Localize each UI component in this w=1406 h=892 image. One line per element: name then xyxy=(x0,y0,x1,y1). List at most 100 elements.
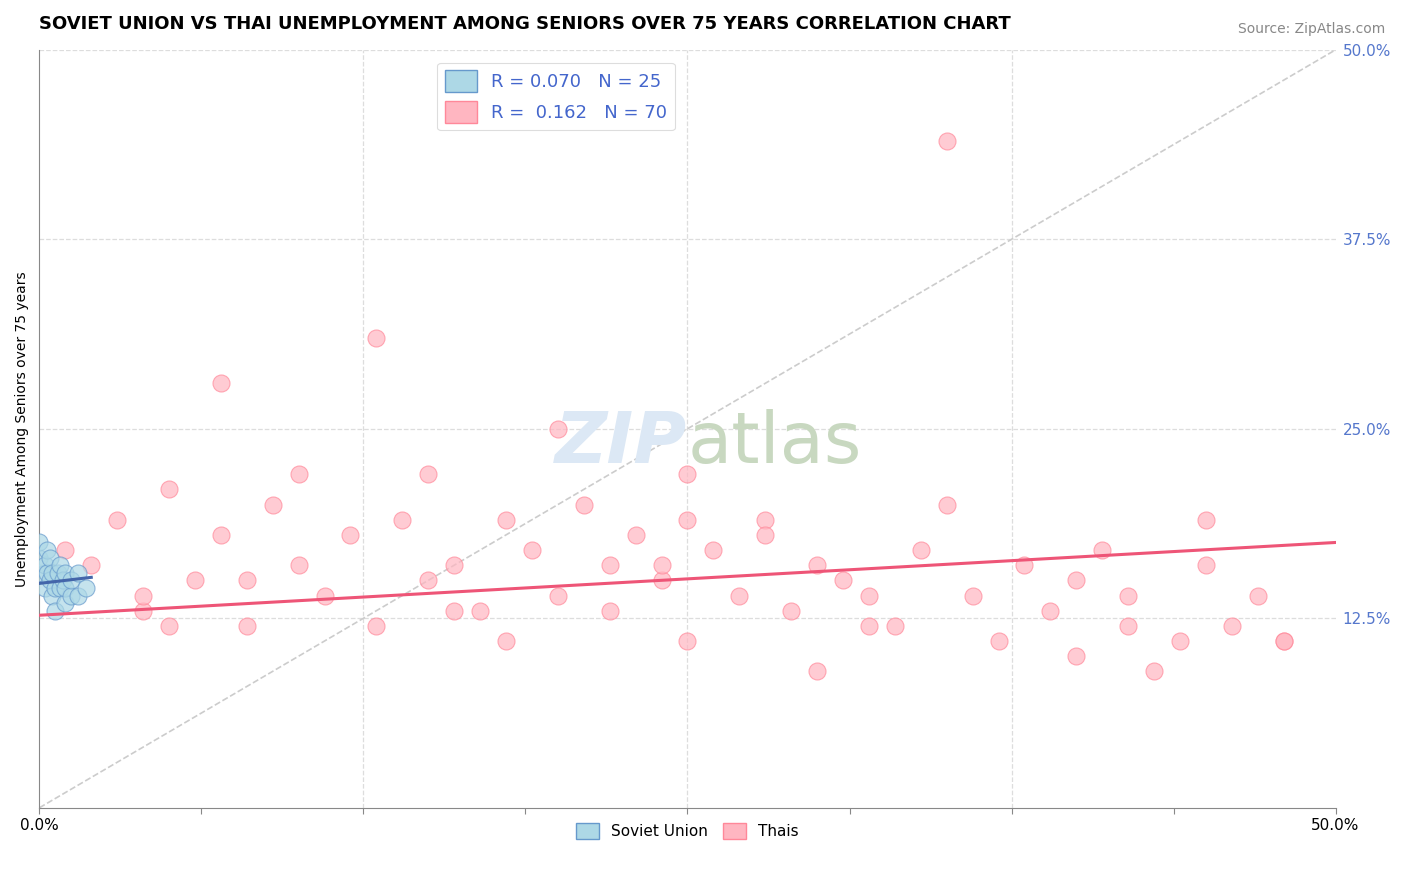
Point xyxy=(520,543,543,558)
Point xyxy=(443,604,465,618)
Point xyxy=(1066,649,1088,664)
Point xyxy=(599,604,621,618)
Point xyxy=(366,331,388,345)
Point xyxy=(1116,619,1139,633)
Point xyxy=(1014,558,1036,573)
Point xyxy=(67,566,90,580)
Point xyxy=(832,574,855,588)
Point xyxy=(754,513,776,527)
Point xyxy=(702,543,724,558)
Point xyxy=(858,589,880,603)
Point xyxy=(418,574,440,588)
Point xyxy=(651,558,673,573)
Point xyxy=(858,619,880,633)
Point xyxy=(599,558,621,573)
Point xyxy=(75,581,97,595)
Point xyxy=(883,619,905,633)
Point xyxy=(44,604,66,618)
Point xyxy=(418,467,440,482)
Point xyxy=(49,581,72,595)
Point xyxy=(46,566,69,580)
Point xyxy=(157,619,180,633)
Point xyxy=(754,528,776,542)
Point xyxy=(1168,634,1191,648)
Legend: Soviet Union, Thais: Soviet Union, Thais xyxy=(569,817,806,846)
Point xyxy=(34,581,56,595)
Point xyxy=(132,604,155,618)
Point xyxy=(236,574,259,588)
Point xyxy=(132,589,155,603)
Point xyxy=(1272,634,1295,648)
Point xyxy=(443,558,465,573)
Point xyxy=(287,467,309,482)
Point xyxy=(41,589,63,603)
Point xyxy=(987,634,1010,648)
Point xyxy=(962,589,984,603)
Text: ZIP: ZIP xyxy=(555,409,688,478)
Point xyxy=(59,589,82,603)
Point xyxy=(1195,558,1218,573)
Point xyxy=(80,558,103,573)
Point xyxy=(1247,589,1270,603)
Point xyxy=(209,528,232,542)
Point xyxy=(806,665,828,679)
Point xyxy=(262,498,284,512)
Point xyxy=(651,574,673,588)
Point xyxy=(1220,619,1243,633)
Point xyxy=(314,589,336,603)
Point xyxy=(28,550,51,565)
Point xyxy=(53,596,76,610)
Point xyxy=(38,550,60,565)
Point xyxy=(37,543,59,558)
Y-axis label: Unemployment Among Seniors over 75 years: Unemployment Among Seniors over 75 years xyxy=(15,271,30,587)
Point xyxy=(28,535,51,549)
Point xyxy=(806,558,828,573)
Point xyxy=(339,528,361,542)
Point xyxy=(366,619,388,633)
Point xyxy=(1066,574,1088,588)
Point xyxy=(495,634,517,648)
Point xyxy=(1195,513,1218,527)
Point xyxy=(624,528,647,542)
Point xyxy=(209,376,232,391)
Point xyxy=(34,558,56,573)
Point xyxy=(52,574,75,588)
Point xyxy=(468,604,491,618)
Point xyxy=(780,604,803,618)
Point xyxy=(105,513,128,527)
Point xyxy=(287,558,309,573)
Point xyxy=(184,574,207,588)
Point xyxy=(1039,604,1062,618)
Point xyxy=(28,566,51,580)
Point xyxy=(728,589,751,603)
Point xyxy=(41,566,63,580)
Point xyxy=(236,619,259,633)
Point xyxy=(547,589,569,603)
Point xyxy=(391,513,413,527)
Point xyxy=(935,134,957,148)
Point xyxy=(1272,634,1295,648)
Point xyxy=(547,422,569,436)
Point xyxy=(935,498,957,512)
Point xyxy=(37,566,59,580)
Text: atlas: atlas xyxy=(688,409,862,478)
Point xyxy=(53,581,76,595)
Point xyxy=(53,566,76,580)
Text: Source: ZipAtlas.com: Source: ZipAtlas.com xyxy=(1237,22,1385,37)
Point xyxy=(157,483,180,497)
Point xyxy=(1116,589,1139,603)
Point xyxy=(1091,543,1114,558)
Point xyxy=(495,513,517,527)
Point xyxy=(38,574,60,588)
Point xyxy=(49,558,72,573)
Point xyxy=(67,589,90,603)
Point xyxy=(572,498,595,512)
Point xyxy=(53,543,76,558)
Point xyxy=(59,574,82,588)
Point xyxy=(910,543,932,558)
Point xyxy=(1143,665,1166,679)
Point xyxy=(44,581,66,595)
Point xyxy=(676,513,699,527)
Point xyxy=(676,634,699,648)
Point xyxy=(676,467,699,482)
